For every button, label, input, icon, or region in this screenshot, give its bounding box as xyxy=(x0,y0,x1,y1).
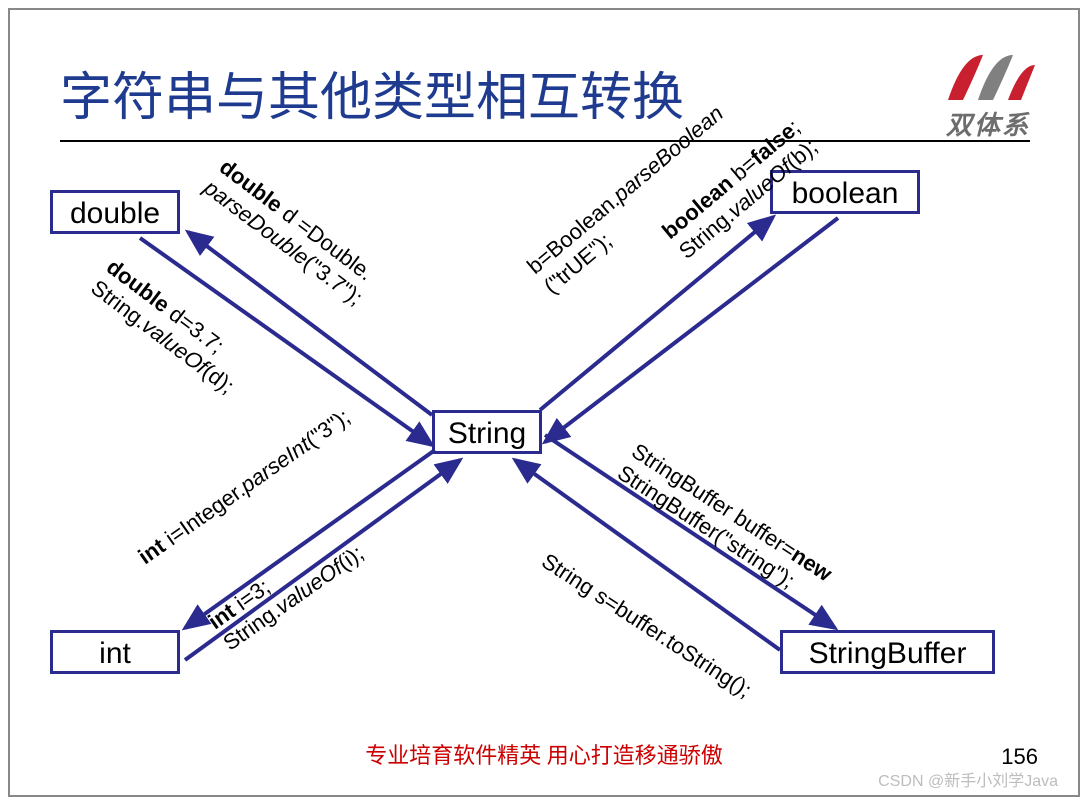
edge-boolean-to-string xyxy=(545,218,838,442)
logo: 双体系 xyxy=(933,50,1043,142)
node-double: double xyxy=(50,190,180,234)
node-stringbuffer: StringBuffer xyxy=(780,630,995,674)
edge-label-string-to-stringbuffer: StringBuffer buffer=newStringBuffer("str… xyxy=(613,438,837,608)
edge-double-to-string xyxy=(140,238,432,445)
edge-label-string-to-int: int i=Integer.parseInt("3"); xyxy=(134,404,355,569)
svg-text:double d=3.7;String.valueOf(d): double d=3.7;String.valueOf(d); xyxy=(86,254,254,398)
watermark: CSDN @新手小刘学Java xyxy=(878,767,1058,791)
edge-label-string-to-double: double d =Double.parseDouble("3.7"); xyxy=(199,153,384,310)
slide-frame: 字符串与其他类型相互转换 双体系 String double boolean i… xyxy=(8,8,1080,797)
svg-text:double d =Double.parseDouble(": double d =Double.parseDouble("3.7"); xyxy=(199,153,384,310)
svg-text:int i=Integer.parseInt("3");: int i=Integer.parseInt("3"); xyxy=(134,404,355,569)
svg-text:b=Boolean.parseBoolean("trUE"): b=Boolean.parseBoolean("trUE"); xyxy=(522,100,745,298)
node-string: String xyxy=(432,410,542,454)
title-underline xyxy=(60,140,1030,142)
edge-label-int-to-string: int i=3;String.valueOf(i); xyxy=(204,519,368,655)
edge-string-to-stringbuffer xyxy=(545,435,835,628)
logo-icon xyxy=(933,50,1043,105)
edge-stringbuffer-to-string xyxy=(515,460,780,650)
logo-text: 双体系 xyxy=(933,105,1043,142)
svg-text:int i=3;String.valueOf(i);: int i=3;String.valueOf(i); xyxy=(204,519,368,655)
footer-text: 专业培育软件精英 用心打造移通骄傲 xyxy=(10,738,1078,770)
slide-title: 字符串与其他类型相互转换 xyxy=(60,55,684,130)
edge-label-string-to-boolean: b=Boolean.parseBoolean("trUE"); xyxy=(522,100,745,298)
edge-label-double-to-string: double d=3.7;String.valueOf(d); xyxy=(86,254,254,398)
edge-label-stringbuffer-to-string: String s=buffer.toString(); xyxy=(537,548,756,702)
svg-text:StringBuffer buffer=newStringB: StringBuffer buffer=newStringBuffer("str… xyxy=(613,438,837,608)
svg-text:String s=buffer.toString();: String s=buffer.toString(); xyxy=(537,548,756,702)
node-boolean: boolean xyxy=(770,170,920,214)
edge-string-to-double xyxy=(188,232,432,415)
edge-int-to-string xyxy=(185,460,460,660)
edge-string-to-int xyxy=(185,450,435,628)
edge-string-to-boolean xyxy=(540,217,773,410)
node-int: int xyxy=(50,630,180,674)
